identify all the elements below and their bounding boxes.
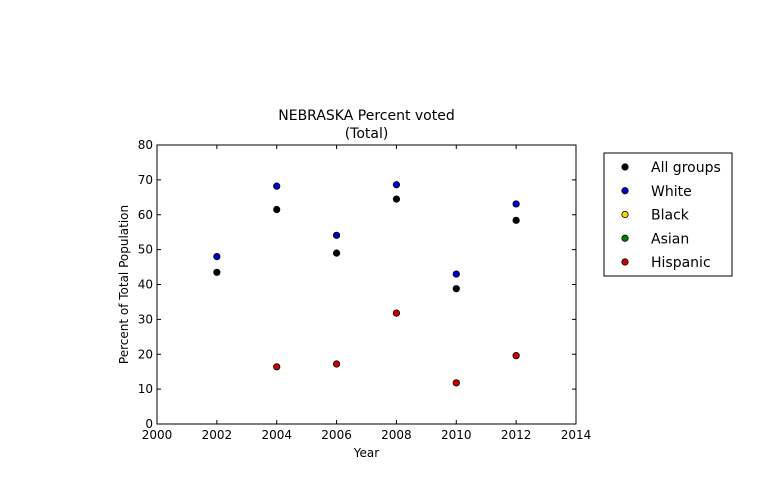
y-tick-label: 70 xyxy=(138,173,153,187)
legend-marker xyxy=(621,163,629,171)
y-tick-label: 20 xyxy=(138,347,153,361)
data-point xyxy=(512,352,520,360)
y-tick-label: 10 xyxy=(138,382,153,396)
y-tick-label: 30 xyxy=(138,312,153,326)
y-tick-label: 40 xyxy=(138,278,153,292)
y-tick-label: 0 xyxy=(145,417,153,431)
chart-title: NEBRASKA Percent voted xyxy=(278,108,454,124)
data-point xyxy=(512,216,520,224)
data-point xyxy=(392,309,401,317)
legend-label: All groups xyxy=(651,160,721,176)
x-tick-label: 2008 xyxy=(381,428,412,442)
data-point xyxy=(392,181,401,189)
legend-label: Asian xyxy=(651,231,689,247)
x-tick-label: 2012 xyxy=(501,428,532,442)
legend-label: White xyxy=(651,184,692,200)
data-point xyxy=(273,205,281,214)
data-point xyxy=(213,268,221,276)
data-point xyxy=(332,249,341,257)
y-tick-label: 50 xyxy=(138,243,153,257)
data-point xyxy=(452,270,460,278)
legend-marker xyxy=(621,234,629,242)
legend-label: Hispanic xyxy=(651,255,711,271)
x-tick-label: 2002 xyxy=(202,428,233,442)
x-axis-label: Year xyxy=(353,446,379,460)
legend-marker xyxy=(621,258,629,266)
y-tick-label: 80 xyxy=(138,138,153,152)
x-tick-label: 2010 xyxy=(441,428,472,442)
x-tick-label: 2006 xyxy=(321,428,352,442)
y-axis-label: Percent of Total Population xyxy=(117,205,131,364)
legend-label: Black xyxy=(651,208,690,224)
plot-area xyxy=(156,144,577,425)
x-tick-label: 2004 xyxy=(261,428,292,442)
data-point xyxy=(452,285,460,293)
chart-subtitle: (Total) xyxy=(345,126,389,142)
x-tick-label: 2000 xyxy=(142,428,173,442)
data-point xyxy=(332,360,341,368)
data-point xyxy=(332,231,341,239)
data-point xyxy=(392,195,401,203)
data-point xyxy=(273,363,281,371)
data-point xyxy=(452,379,460,387)
data-point xyxy=(512,200,520,208)
legend: All groups White Black Asian Hispanic xyxy=(603,152,733,277)
x-tick-label: 2014 xyxy=(561,428,592,442)
legend-marker xyxy=(621,187,629,195)
data-point xyxy=(213,253,221,261)
data-point xyxy=(273,182,281,190)
y-tick-label: 60 xyxy=(138,208,153,222)
legend-marker xyxy=(621,210,629,219)
axis-ticks: 2000 2002 2004 2006 2008 2010 2012 2014 0 10 20 30 4… xyxy=(138,138,592,442)
data-points xyxy=(213,181,520,387)
